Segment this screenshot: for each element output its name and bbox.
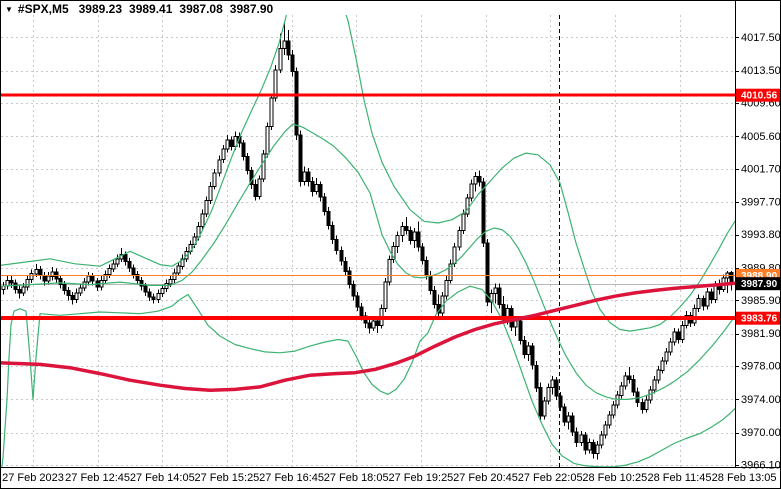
chart-header: ▼ #SPX,M5 3989.23 3989.41 3987.08 3987.9…: [5, 2, 280, 16]
time-axis-label: 27 Feb 14:05: [130, 472, 195, 484]
ohlc-low: 3987.08: [179, 2, 223, 16]
svg-text:4010.56: 4010.56: [741, 91, 778, 102]
bollinger-upper-line: [1, 15, 735, 332]
level-price-badge: 3983.76: [736, 311, 780, 325]
svg-text:3987.90: 3987.90: [741, 279, 778, 290]
price-axis-label: 3981.90: [741, 328, 781, 340]
time-axis-label: 27 Feb 22:05: [518, 472, 583, 484]
time-axis-label: 27 Feb 20:45: [453, 472, 518, 484]
chevron-down-icon[interactable]: ▼: [5, 4, 13, 14]
price-axis-label: 3993.80: [741, 229, 781, 241]
moving-average-line: [1, 281, 735, 392]
ohlc-open: 3989.23: [78, 2, 123, 16]
price-axis-label: 4017.50: [741, 32, 781, 44]
price-axis-label: 4001.70: [741, 163, 781, 175]
time-axis-label: 27 Feb 15:25: [194, 472, 259, 484]
price-axis-label: 3974.00: [741, 394, 781, 406]
time-axis[interactable]: 27 Feb 2023 27 Feb 12:45 27 Feb 14:05 27 Fe…: [2, 472, 776, 484]
current-price-badge: 3987.90: [736, 277, 780, 291]
time-axis-label: 27 Feb 19:25: [388, 472, 453, 484]
price-axis-label: 3997.70: [741, 197, 781, 209]
level-price-badge: 4010.56: [736, 88, 780, 102]
time-axis-label: 28 Feb 13:05: [712, 472, 777, 484]
price-axis-label: 3978.00: [741, 361, 781, 373]
svg-text:3988.90: 3988.90: [741, 271, 778, 282]
price-axis-label: 3966.10: [741, 460, 781, 472]
ohlc-high: 3989.41: [129, 2, 173, 16]
candles-layer: [1, 22, 734, 460]
time-axis-label: 27 Feb 12:45: [65, 472, 130, 484]
price-axis-label: 3985.90: [741, 295, 781, 307]
price-axis-label: 3970.00: [741, 427, 781, 439]
time-axis-label: 28 Feb 10:25: [582, 472, 647, 484]
bollinger-lower-line: [1, 285, 735, 467]
time-axis-label: 27 Feb 18:05: [324, 472, 389, 484]
ohlc-close: 3987.90: [229, 2, 274, 16]
price-axis-label: 4005.60: [741, 131, 781, 143]
time-axis-label: 27 Feb 2023: [2, 472, 64, 484]
svg-text:3983.76: 3983.76: [741, 314, 778, 325]
price-axis-label: 4013.50: [741, 65, 781, 77]
time-axis-label: 28 Feb 11:45: [647, 472, 711, 484]
time-axis-label: 27 Feb 16:45: [259, 472, 324, 484]
symbol-label: #SPX,M5: [17, 2, 69, 16]
